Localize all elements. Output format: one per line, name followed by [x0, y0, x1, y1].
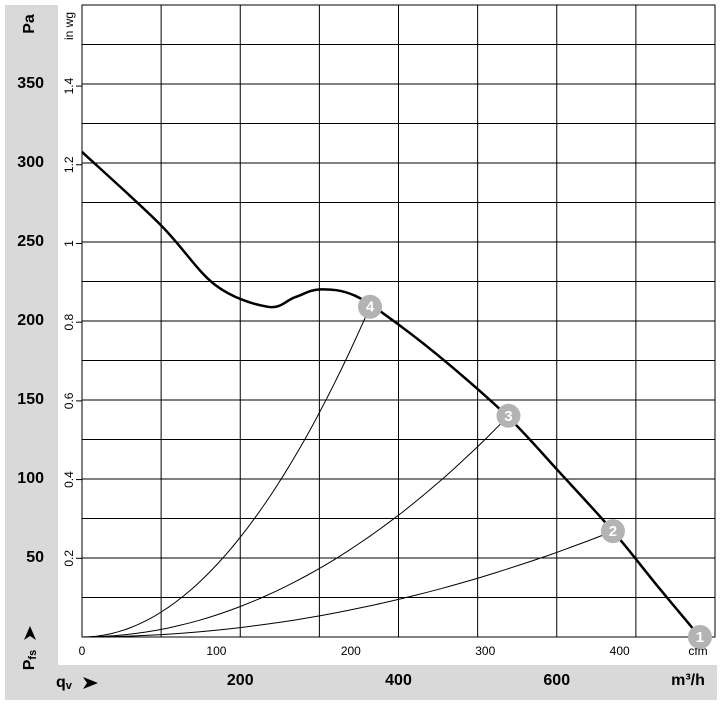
x-arrow	[83, 677, 98, 689]
plot-border	[81, 4, 716, 638]
y-tick-label: 200	[17, 312, 44, 329]
y2-tick-label: 1.4	[62, 77, 76, 94]
y2-tick-label: 0.8	[62, 314, 76, 331]
y2-tick-label: 0.4	[62, 471, 76, 488]
x2-tick-label: 300	[475, 644, 495, 658]
y2-tick-label: 1.2	[62, 156, 76, 173]
y2-axis-label: in wg	[62, 12, 76, 40]
operating-point	[600, 519, 625, 544]
y2-tick-label: 0.6	[62, 392, 76, 409]
y-symbol-sub: fs	[27, 650, 39, 660]
x2-tick-label: 100	[206, 644, 226, 658]
y-tick-label: 100	[17, 470, 44, 487]
grid	[82, 5, 715, 637]
operating-point	[687, 625, 712, 649]
x-tick-label: 200	[227, 672, 254, 689]
y-symbol-main: P	[21, 659, 38, 670]
x-symbol-sub: v	[66, 680, 73, 692]
x-axis-label: m³/h	[671, 672, 705, 689]
y-symbol: Pfs	[21, 650, 39, 670]
system-curve	[81, 530, 614, 638]
y-tick-label: 250	[17, 233, 44, 250]
y-tick-label: 300	[17, 154, 44, 171]
y2-tick-label: 0.2	[62, 550, 76, 567]
y-tick-label: 350	[17, 75, 44, 92]
operating-point-label: 1	[696, 629, 704, 646]
y2-tick-label: 1	[62, 240, 76, 247]
operating-point-label: 4	[366, 299, 375, 316]
plot-background	[58, 5, 717, 665]
x-symbol-main: q	[56, 674, 66, 691]
x2-tick-label: 400	[610, 644, 630, 658]
system-curve	[81, 306, 371, 638]
operating-point	[496, 403, 521, 428]
system-curve	[81, 415, 509, 638]
x2-tick-label: 0	[79, 644, 86, 658]
x-tick-label: 600	[543, 672, 570, 689]
y-tick-label: 150	[17, 391, 44, 408]
operating-point-label: 2	[609, 523, 617, 540]
y-tick-label: 50	[26, 549, 44, 566]
x-symbol: qv	[56, 674, 73, 692]
x2-tick-label: 200	[341, 644, 361, 658]
operating-point-label: 3	[504, 408, 512, 425]
x-tick-label: 400	[385, 672, 412, 689]
y-arrow	[24, 626, 36, 640]
y-axis-label: Pa	[21, 14, 38, 34]
operating-point	[358, 294, 383, 319]
